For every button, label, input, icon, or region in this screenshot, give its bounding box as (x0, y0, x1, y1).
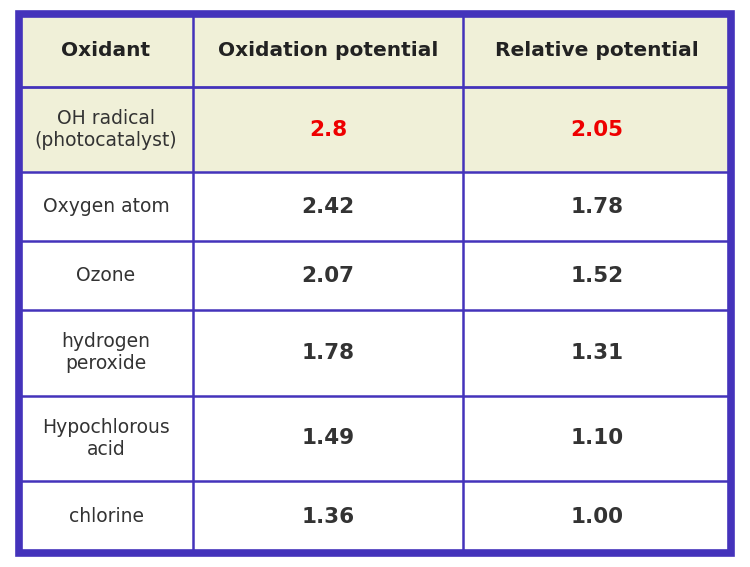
Text: 1.31: 1.31 (571, 343, 623, 363)
Text: 1.36: 1.36 (302, 507, 355, 527)
Text: chlorine: chlorine (68, 507, 143, 527)
Text: 1.78: 1.78 (302, 343, 355, 363)
Text: hydrogen
peroxide: hydrogen peroxide (62, 332, 151, 374)
Bar (19, 481, 731, 553)
Text: Oxidant: Oxidant (62, 41, 151, 60)
Text: Oxidation potential: Oxidation potential (217, 41, 438, 60)
Text: Oxygen atom: Oxygen atom (43, 197, 170, 217)
Bar (19, 87, 731, 172)
Text: 2.8: 2.8 (309, 120, 347, 139)
Text: 1.52: 1.52 (571, 266, 623, 286)
Text: Ozone: Ozone (76, 266, 136, 285)
Bar (19, 14, 731, 87)
Text: 2.05: 2.05 (571, 120, 623, 139)
Text: OH radical
(photocatalyst): OH radical (photocatalyst) (34, 109, 177, 150)
Bar (19, 242, 731, 310)
Bar (19, 396, 731, 481)
Bar (19, 310, 731, 396)
Text: 2.07: 2.07 (302, 266, 355, 286)
Text: Relative potential: Relative potential (495, 41, 699, 60)
Text: 2.42: 2.42 (302, 197, 355, 217)
Text: 1.10: 1.10 (571, 429, 623, 448)
Text: 1.78: 1.78 (571, 197, 623, 217)
Bar (19, 172, 731, 242)
Text: 1.49: 1.49 (302, 429, 355, 448)
Text: Hypochlorous
acid: Hypochlorous acid (42, 418, 170, 459)
Text: 1.00: 1.00 (571, 507, 623, 527)
